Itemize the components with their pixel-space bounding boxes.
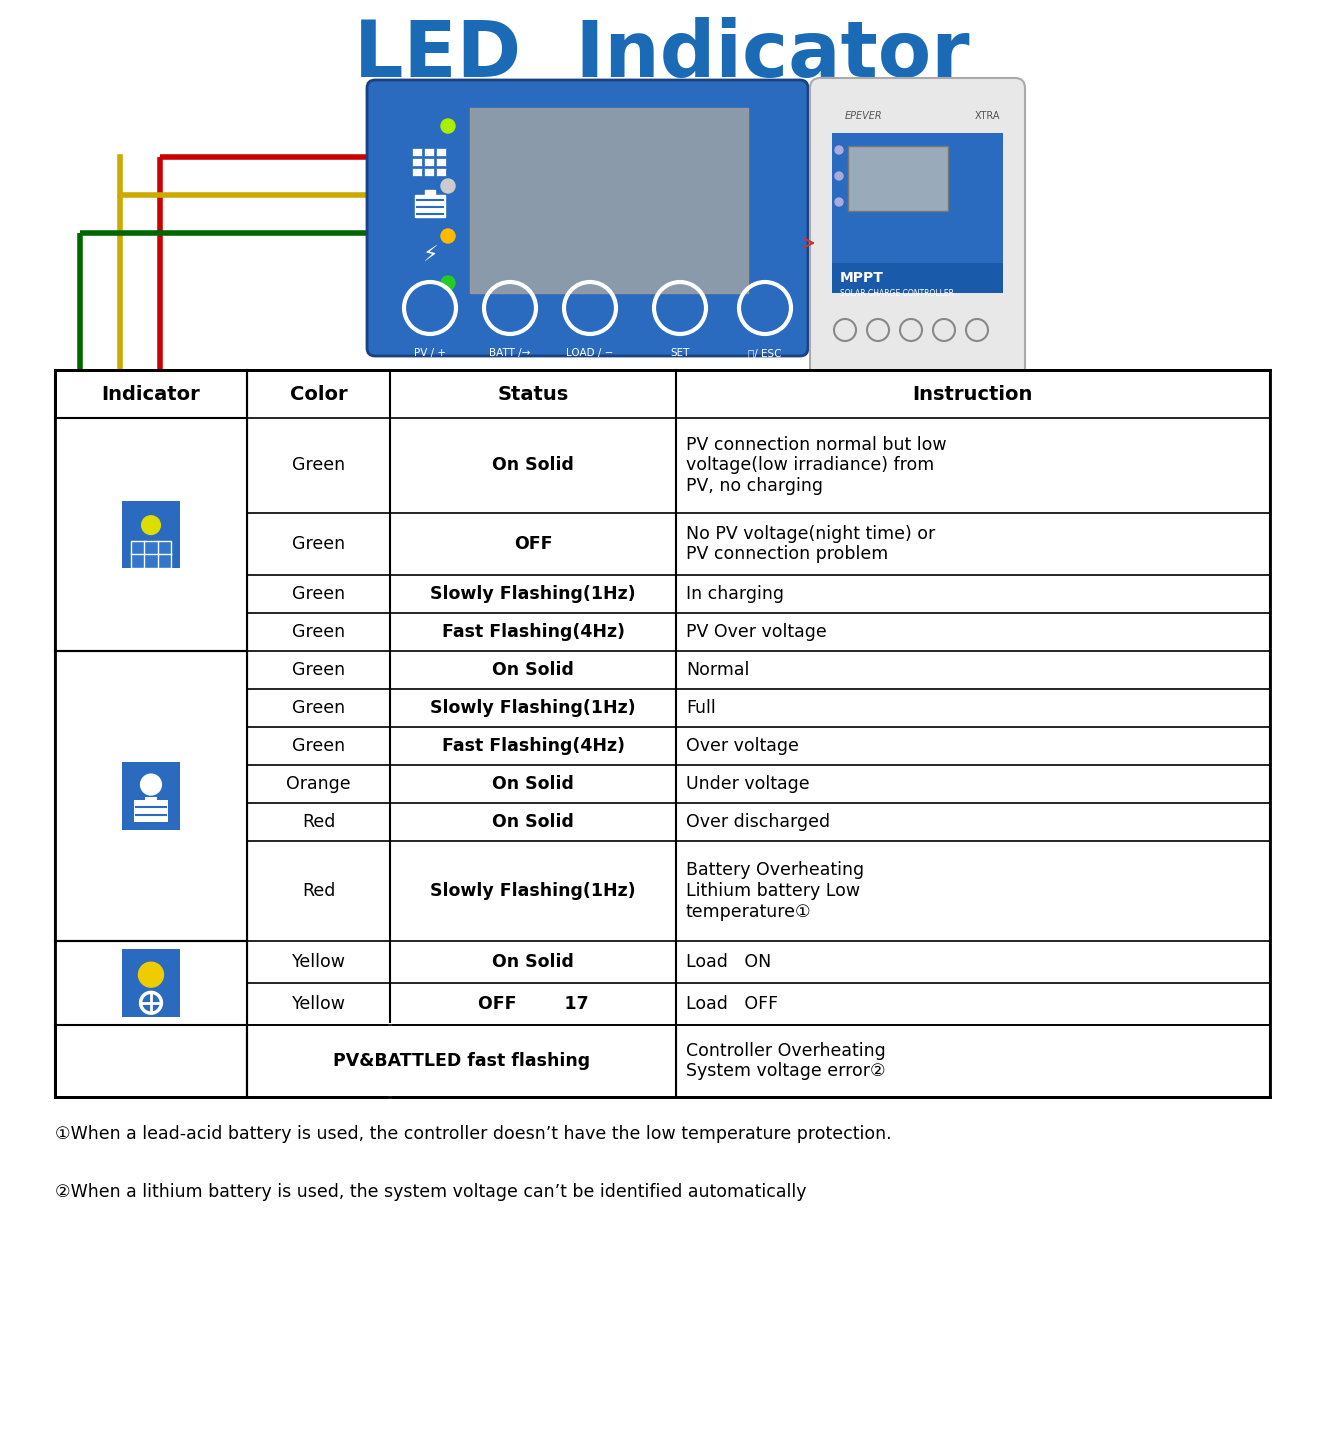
Text: Color: Color — [290, 385, 347, 404]
Text: PV / +: PV / + — [414, 348, 446, 358]
Text: Controller Overheating
System voltage error②: Controller Overheating System voltage er… — [686, 1042, 886, 1080]
Bar — [412, 157, 422, 166]
Text: Red: Red — [302, 813, 335, 831]
Text: Instruction: Instruction — [912, 385, 1033, 404]
Circle shape — [441, 276, 455, 290]
Text: ②When a lithium battery is used, the system voltage can’t be identified automati: ②When a lithium battery is used, the sys… — [56, 1183, 806, 1201]
Bar — [412, 167, 422, 176]
Circle shape — [441, 229, 455, 243]
Bar — [424, 167, 434, 176]
Text: Orange: Orange — [286, 776, 351, 793]
Bar — [56, 419, 246, 650]
Bar — [56, 942, 246, 1025]
Bar — [56, 653, 246, 940]
Text: On Solid: On Solid — [493, 953, 575, 972]
Circle shape — [835, 197, 843, 206]
Circle shape — [139, 962, 163, 987]
Text: Yellow: Yellow — [291, 995, 346, 1013]
Text: SOLAR CHARGE CONTROLLER: SOLAR CHARGE CONTROLLER — [839, 289, 955, 299]
Text: LOAD / −: LOAD / − — [567, 348, 614, 358]
Bar — [436, 147, 446, 156]
Text: Slowly Flashing(1Hz): Slowly Flashing(1Hz) — [430, 881, 636, 900]
Text: Fast Flashing(4Hz): Fast Flashing(4Hz) — [442, 622, 625, 641]
Text: Green: Green — [293, 585, 346, 602]
Bar — [122, 949, 180, 1017]
Text: PV connection normal but low
voltage(low irradiance) from
PV, no charging: PV connection normal but low voltage(low… — [686, 435, 947, 495]
Text: Green: Green — [293, 661, 346, 678]
Text: EPEVER: EPEVER — [845, 112, 883, 122]
Text: Red: Red — [302, 881, 335, 900]
Bar — [424, 157, 434, 166]
Text: PV Over voltage: PV Over voltage — [686, 622, 826, 641]
Bar — [122, 763, 180, 830]
Bar — [56, 371, 1270, 1098]
Text: MPPT: MPPT — [839, 270, 884, 285]
FancyBboxPatch shape — [810, 79, 1025, 378]
Text: OFF        17: OFF 17 — [478, 995, 588, 1013]
Bar — [144, 797, 158, 801]
FancyBboxPatch shape — [367, 80, 808, 356]
Text: On Solid: On Solid — [493, 813, 575, 831]
Text: OFF: OFF — [514, 535, 552, 552]
Text: On Solid: On Solid — [493, 661, 575, 678]
FancyBboxPatch shape — [831, 263, 1004, 293]
Bar — [134, 800, 168, 821]
Text: Fast Flashing(4Hz): Fast Flashing(4Hz) — [442, 737, 625, 756]
Text: Normal: Normal — [686, 661, 749, 678]
Text: BATT /→: BATT /→ — [490, 348, 531, 358]
Bar — [414, 195, 445, 218]
Text: Green: Green — [293, 737, 346, 756]
Bar — [436, 167, 446, 176]
Text: Slowly Flashing(1Hz): Slowly Flashing(1Hz) — [430, 585, 636, 602]
Text: On Solid: On Solid — [493, 776, 575, 793]
Bar — [122, 501, 180, 568]
Circle shape — [441, 179, 455, 193]
Text: Status: Status — [498, 385, 569, 404]
Text: Green: Green — [293, 535, 346, 552]
Text: ⏻/ ESC: ⏻/ ESC — [748, 348, 781, 358]
Text: On Solid: On Solid — [493, 456, 575, 475]
Bar — [831, 133, 1004, 278]
Bar — [424, 147, 434, 156]
Text: In charging: In charging — [686, 585, 784, 602]
Text: Full: Full — [686, 698, 715, 717]
Text: Green: Green — [293, 622, 346, 641]
Bar — [131, 541, 171, 568]
Text: Over voltage: Over voltage — [686, 737, 798, 756]
Text: No PV voltage(night time) or
PV connection problem: No PV voltage(night time) or PV connecti… — [686, 525, 935, 564]
Circle shape — [835, 146, 843, 155]
Text: Load   ON: Load ON — [686, 953, 771, 972]
Circle shape — [835, 172, 843, 180]
Text: LED  Indicator: LED Indicator — [355, 17, 969, 93]
Text: Load   OFF: Load OFF — [686, 995, 779, 1013]
Text: Green: Green — [293, 456, 346, 475]
Bar — [412, 147, 422, 156]
Circle shape — [140, 774, 162, 796]
Bar — [248, 1026, 675, 1096]
Text: Over discharged: Over discharged — [686, 813, 830, 831]
Text: Indicator: Indicator — [102, 385, 200, 404]
Text: ①When a lead-acid battery is used, the controller doesn’t have the low temperatu: ①When a lead-acid battery is used, the c… — [56, 1125, 891, 1143]
Text: XTRA: XTRA — [974, 112, 1000, 122]
Bar — [847, 146, 948, 210]
Text: ⚡: ⚡ — [422, 246, 438, 266]
Text: SET: SET — [670, 348, 690, 358]
Text: Green: Green — [293, 698, 346, 717]
Circle shape — [441, 119, 455, 133]
Bar — [425, 190, 436, 196]
Text: PV&BATTLED fast flashing: PV&BATTLED fast flashing — [332, 1052, 591, 1070]
Text: Under voltage: Under voltage — [686, 776, 809, 793]
Text: Yellow: Yellow — [291, 953, 346, 972]
Text: Battery Overheating
Lithium battery Low
temperature①: Battery Overheating Lithium battery Low … — [686, 861, 865, 920]
Bar — [436, 157, 446, 166]
Text: Slowly Flashing(1Hz): Slowly Flashing(1Hz) — [430, 698, 636, 717]
Bar — [470, 107, 748, 293]
Circle shape — [142, 515, 160, 535]
